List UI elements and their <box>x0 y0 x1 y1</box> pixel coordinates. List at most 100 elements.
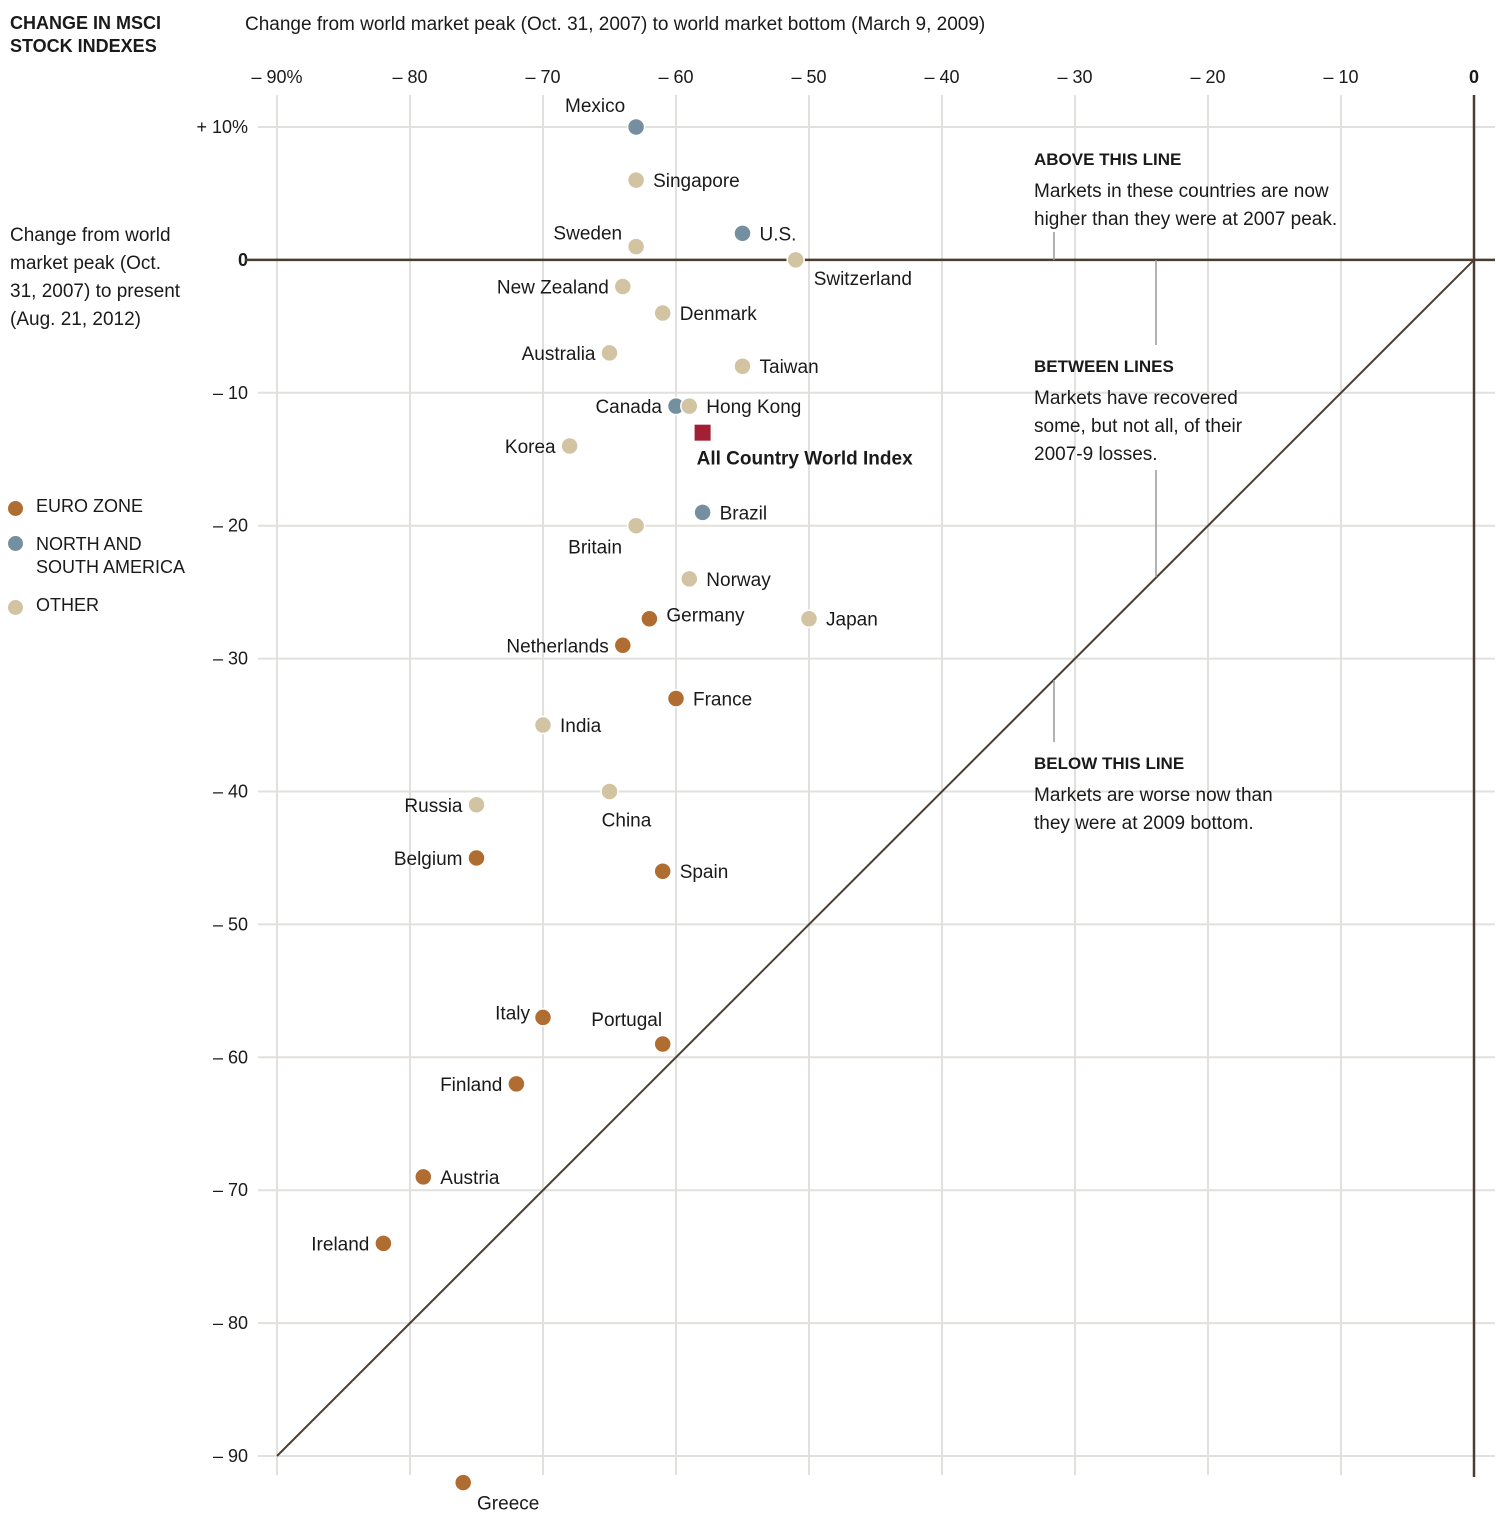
y-tick-label: – 10 <box>213 383 248 403</box>
data-point-canada: Canada <box>595 396 686 418</box>
point-marker <box>666 689 686 708</box>
data-point-italy: Italy <box>495 1003 553 1027</box>
point-label: France <box>693 689 752 710</box>
x-tick-label: – 20 <box>1190 67 1225 87</box>
point-label: Britain <box>568 538 622 559</box>
point-label: Sweden <box>553 224 622 245</box>
y-axis-title: Change from world market peak (Oct. 31, … <box>10 225 181 330</box>
point-marker <box>467 848 486 868</box>
legend-label: NORTH AND SOUTH AMERICA <box>36 534 186 577</box>
point-marker <box>467 795 486 815</box>
data-point-russia: Russia <box>404 795 486 817</box>
legend-item-americas: NORTH AND SOUTH AMERICA <box>8 533 198 579</box>
data-point-belgium: Belgium <box>394 848 486 870</box>
y-tick-label: – 80 <box>213 1313 248 1333</box>
data-point-switzerland: Switzerland <box>786 250 912 290</box>
point-marker <box>600 343 619 363</box>
data-point-china: China <box>600 782 652 832</box>
data-point-all-country-world-index: All Country World Index <box>694 424 913 470</box>
point-marker <box>640 609 659 628</box>
point-label: Japan <box>826 610 878 631</box>
data-point-britain: Britain <box>568 516 646 559</box>
x-tick-label: – 30 <box>1057 67 1092 87</box>
legend-item-other: OTHER <box>8 595 198 616</box>
point-marker <box>626 516 646 535</box>
data-point-portugal: Portugal <box>591 1010 672 1054</box>
y-tick-label: – 30 <box>213 649 248 669</box>
y-tick-label: – 70 <box>213 1180 248 1200</box>
data-point-norway: Norway <box>680 569 771 591</box>
data-point-ireland: Ireland <box>311 1234 393 1255</box>
point-label: All Country World Index <box>697 449 913 470</box>
point-label: Belgium <box>394 849 463 870</box>
annotation-heading: BETWEEN LINES <box>1034 357 1174 376</box>
data-point-australia: Australia <box>522 343 619 365</box>
point-label: U.S. <box>760 224 797 245</box>
legend-swatch <box>8 501 23 516</box>
point-label: Hong Kong <box>706 397 801 418</box>
annotation-heading: BELOW THIS LINE <box>1034 754 1185 773</box>
data-point-korea: Korea <box>505 436 579 458</box>
point-label: Korea <box>505 437 556 458</box>
y-tick-label: + 10% <box>196 117 248 137</box>
point-label: Taiwan <box>760 357 819 378</box>
annotation-text: Markets in these countries are now highe… <box>1034 181 1338 230</box>
point-label: Australia <box>522 344 596 365</box>
point-marker <box>414 1167 433 1187</box>
point-marker <box>733 356 752 376</box>
point-label: Italy <box>495 1003 530 1024</box>
point-marker <box>680 569 699 589</box>
point-label: Denmark <box>680 304 758 325</box>
y-tick-label: – 50 <box>213 914 248 934</box>
data-point-taiwan: Taiwan <box>733 356 819 378</box>
data-point-hong-kong: Hong Kong <box>680 396 801 418</box>
point-marker <box>626 237 646 256</box>
point-marker <box>799 609 819 628</box>
x-tick-label: – 50 <box>791 67 826 87</box>
legend-label: EURO ZONE <box>36 496 144 516</box>
data-point-finland: Finland <box>440 1074 526 1096</box>
annotation-heading: ABOVE THIS LINE <box>1034 150 1182 169</box>
point-marker <box>653 303 672 323</box>
point-label: Russia <box>404 796 463 817</box>
data-point-brazil: Brazil <box>693 503 767 524</box>
point-label: Netherlands <box>506 636 608 657</box>
point-label: Ireland <box>311 1234 369 1255</box>
point-label: India <box>560 716 602 737</box>
point-marker <box>653 1034 672 1054</box>
x-tick-label: – 90% <box>251 67 302 87</box>
point-marker <box>560 436 579 456</box>
data-point-germany: Germany <box>640 606 745 628</box>
data-point-india: India <box>533 715 602 737</box>
point-marker <box>613 636 633 655</box>
point-marker <box>626 117 646 137</box>
point-label: China <box>602 811 652 832</box>
point-marker <box>693 503 712 522</box>
data-point-austria: Austria <box>414 1167 500 1189</box>
point-marker <box>613 277 633 296</box>
annotation-below: BELOW THIS LINE Markets are worse now th… <box>1034 750 1394 838</box>
data-point-singapore: Singapore <box>626 170 740 192</box>
point-label: New Zealand <box>497 277 609 298</box>
point-marker <box>453 1473 473 1492</box>
data-point-france: France <box>666 689 752 710</box>
point-label: Spain <box>680 862 729 883</box>
point-marker <box>786 250 805 270</box>
point-label: Switzerland <box>814 269 912 290</box>
point-marker <box>653 861 672 881</box>
point-label: Germany <box>666 606 745 627</box>
point-marker <box>733 224 752 243</box>
legend-swatch <box>8 600 23 615</box>
diagonal-line <box>276 259 1475 1457</box>
x-tick-label: – 80 <box>392 67 427 87</box>
x-tick-label: – 10 <box>1323 67 1358 87</box>
x-tick-label: – 40 <box>924 67 959 87</box>
data-point-new-zealand: New Zealand <box>497 277 633 298</box>
point-marker <box>680 396 699 416</box>
annotation-text: Markets are worse now than they were at … <box>1034 785 1273 834</box>
point-marker <box>626 170 646 190</box>
data-point-mexico: Mexico <box>565 96 646 137</box>
point-marker <box>600 782 619 801</box>
data-point-denmark: Denmark <box>653 303 758 325</box>
y-tick-label: – 60 <box>213 1047 248 1067</box>
